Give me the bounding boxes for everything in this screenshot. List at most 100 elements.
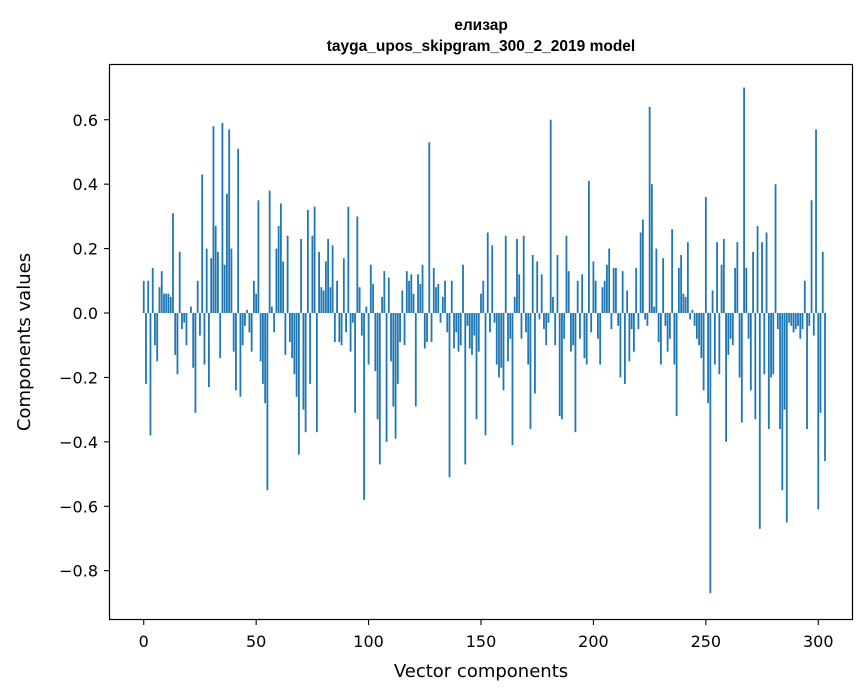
bar-299: [815, 129, 817, 314]
bar-238: [677, 267, 680, 314]
bar-161: [504, 235, 507, 314]
bar-58: [273, 313, 276, 333]
bar-83: [329, 287, 332, 314]
bar-107: [383, 271, 386, 314]
bar-111: [392, 313, 395, 407]
y-tick-label: 0.0: [73, 304, 98, 323]
bar-106: [381, 296, 383, 314]
bar-196: [583, 313, 586, 359]
bar-250: [704, 197, 707, 314]
bar-65: [288, 313, 291, 342]
bar-274: [758, 313, 761, 529]
bar-128: [430, 313, 433, 342]
bar-265: [738, 313, 741, 378]
bar-193: [576, 280, 579, 314]
bar-105: [378, 313, 381, 465]
bar-42: [237, 148, 240, 314]
bar-164: [511, 313, 514, 446]
bar-2: [147, 280, 150, 314]
y-axis-ticks: 0.6 0.4 0.2 0.0 −0.2 −0.4 −0.6 −0.8: [59, 111, 110, 581]
bar-98: [363, 313, 365, 500]
bar-281: [774, 184, 777, 314]
bar-99: [365, 306, 368, 314]
bar-259: [725, 313, 727, 442]
bar-199: [590, 313, 593, 333]
bar-296: [808, 313, 811, 326]
bar-217: [630, 313, 633, 330]
bar-198: [588, 180, 590, 314]
bar-103: [374, 313, 377, 371]
bar-117: [405, 271, 408, 314]
bar-50: [255, 293, 258, 314]
bar-243: [689, 313, 692, 320]
bar-186: [561, 313, 563, 420]
bar-169: [522, 235, 525, 314]
bar-269: [747, 313, 750, 339]
y-tick-label: 0.4: [73, 175, 98, 194]
bar-119: [410, 274, 413, 314]
bar-61: [279, 203, 282, 314]
bar-121: [414, 313, 417, 407]
bar-293: [801, 313, 804, 330]
bar-262: [731, 313, 734, 346]
bar-277: [765, 232, 768, 314]
bar-3: [149, 313, 152, 436]
bar-291: [797, 313, 799, 326]
bar-80: [322, 290, 325, 314]
bar-38: [228, 129, 231, 314]
bar-191: [572, 313, 575, 346]
bar-11: [167, 293, 170, 314]
bar-229: [657, 313, 660, 342]
bar-218: [633, 313, 635, 352]
bar-53: [262, 313, 264, 384]
bar-29: [208, 313, 210, 388]
bar-195: [581, 274, 584, 314]
bar-126: [426, 313, 428, 342]
bar-241: [684, 296, 687, 314]
bar-283: [779, 313, 781, 429]
bar-127: [428, 142, 431, 314]
bar-170: [525, 313, 527, 333]
bar-273: [756, 226, 759, 314]
bar-232: [664, 313, 667, 326]
bar-67: [293, 313, 296, 375]
bar-176: [538, 313, 541, 320]
bar-224: [646, 313, 649, 326]
bar-242: [686, 242, 689, 314]
bar-197: [585, 313, 588, 365]
bar-206: [606, 264, 608, 314]
bar-91: [347, 206, 350, 314]
bar-147: [473, 313, 476, 336]
bar-235: [671, 229, 674, 314]
bar-182: [552, 296, 554, 314]
bar-256: [718, 313, 721, 375]
bar-93: [351, 313, 354, 323]
x-tick-label: 200: [578, 632, 609, 651]
bar-66: [291, 313, 294, 359]
bar-183: [554, 313, 557, 346]
bar-245: [693, 313, 696, 326]
y-tick-label: 0.6: [73, 111, 98, 130]
bar-133: [441, 296, 444, 314]
bar-88: [340, 313, 343, 346]
bar-211: [617, 313, 620, 326]
bar-253: [711, 290, 714, 314]
bar-244: [691, 309, 694, 314]
bar-294: [803, 280, 806, 314]
bar-124: [421, 264, 424, 314]
bar-14: [174, 313, 177, 355]
bar-129: [432, 267, 435, 314]
bar-192: [574, 313, 577, 433]
bar-108: [385, 313, 388, 442]
bar-187: [563, 313, 566, 339]
bar-188: [565, 235, 568, 314]
bar-200: [592, 261, 595, 314]
bar-97: [360, 313, 363, 336]
bar-239: [680, 255, 683, 314]
bar-135: [446, 313, 449, 333]
bar-160: [502, 313, 505, 391]
bar-237: [675, 313, 678, 417]
bar-275: [761, 242, 763, 314]
bar-123: [419, 284, 422, 314]
bar-77: [315, 313, 318, 433]
